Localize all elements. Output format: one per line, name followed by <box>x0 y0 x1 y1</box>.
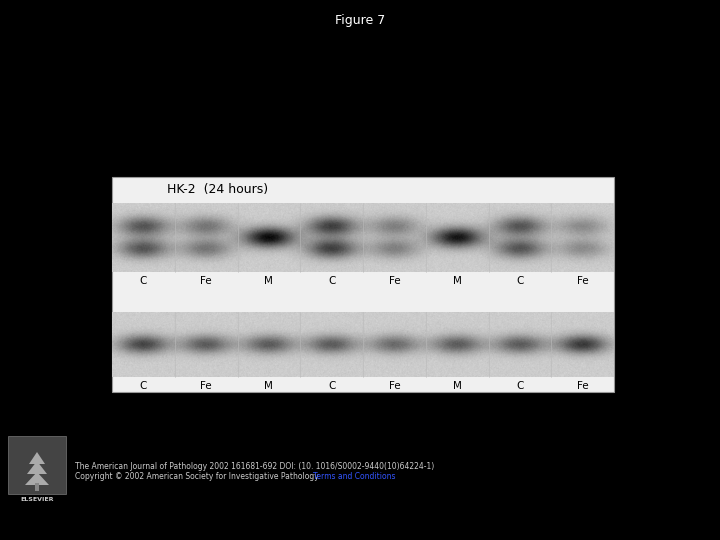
Text: M: M <box>453 381 462 391</box>
Text: HK-2  (24 hours): HK-2 (24 hours) <box>167 183 268 196</box>
Text: Terms and Conditions: Terms and Conditions <box>313 472 395 481</box>
Polygon shape <box>29 452 45 464</box>
Text: 70 k D: 70 k D <box>618 340 650 350</box>
Text: Fe: Fe <box>577 381 588 391</box>
Text: C: C <box>328 275 336 286</box>
Text: SREBP-1: SREBP-1 <box>64 340 108 350</box>
Text: C: C <box>516 275 523 286</box>
Text: Fe: Fe <box>389 381 400 391</box>
Bar <box>8 436 66 494</box>
Text: Figure 7: Figure 7 <box>335 14 385 27</box>
Text: SREBP-2: SREBP-2 <box>64 232 108 242</box>
Text: Fe: Fe <box>389 275 400 286</box>
Text: Fe: Fe <box>200 381 212 391</box>
Text: M: M <box>264 381 274 391</box>
Text: C: C <box>140 381 147 391</box>
Text: C: C <box>140 275 147 286</box>
Text: C: C <box>328 381 336 391</box>
Text: Fe: Fe <box>577 275 588 286</box>
Text: M: M <box>453 275 462 286</box>
Text: C: C <box>516 381 523 391</box>
Text: Copyright © 2002 American Society for Investigative Pathology: Copyright © 2002 American Society for In… <box>75 472 323 481</box>
Bar <box>35 483 39 491</box>
Text: ELSEVIER: ELSEVIER <box>20 497 54 502</box>
Text: 70 k D: 70 k D <box>618 232 650 242</box>
Text: M: M <box>264 275 274 286</box>
Polygon shape <box>25 472 49 485</box>
Polygon shape <box>27 461 47 474</box>
Bar <box>112 177 614 392</box>
Text: The American Journal of Pathology 2002 161681-692 DOI: (10. 1016/S0002-9440(10)6: The American Journal of Pathology 2002 1… <box>75 462 434 471</box>
Text: Fe: Fe <box>200 275 212 286</box>
